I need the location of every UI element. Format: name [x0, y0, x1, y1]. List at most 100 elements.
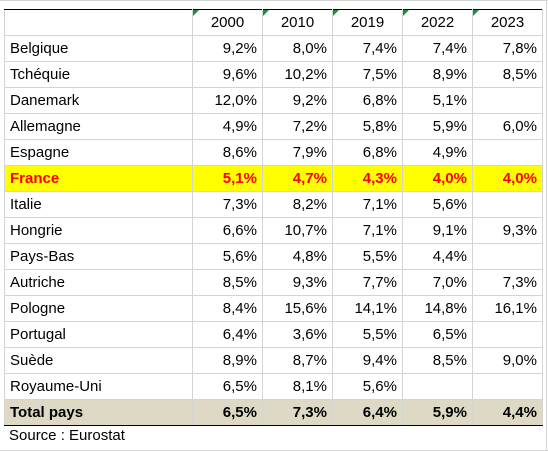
- table-row: Allemagne 4,9% 7,2% 5,8% 5,9% 6,0%: [4, 113, 543, 140]
- row-label-cell[interactable]: Danemark: [4, 87, 193, 114]
- row-label-cell[interactable]: Allemagne: [4, 113, 193, 140]
- row-label-cell[interactable]: Belgique: [4, 35, 193, 62]
- value-cell[interactable]: 7,0%: [402, 269, 473, 296]
- header-cell[interactable]: 2019: [332, 9, 403, 36]
- value-cell[interactable]: 14,8%: [402, 295, 473, 322]
- value-cell[interactable]: 6,4%: [332, 399, 403, 426]
- value-cell[interactable]: 4,4%: [472, 399, 543, 426]
- value-cell[interactable]: 4,4%: [402, 243, 473, 270]
- value-cell[interactable]: 8,0%: [262, 35, 333, 62]
- value-cell[interactable]: 5,1%: [402, 87, 473, 114]
- value-cell[interactable]: 6,5%: [192, 373, 263, 400]
- row-label-cell[interactable]: Suède: [4, 347, 193, 374]
- value-cell[interactable]: [472, 87, 543, 114]
- value-cell[interactable]: 4,9%: [192, 113, 263, 140]
- header-cell[interactable]: 2000: [192, 9, 263, 36]
- table-row: Espagne 8,6% 7,9% 6,8% 4,9%: [4, 139, 543, 166]
- value-cell[interactable]: 8,2%: [262, 191, 333, 218]
- value-cell[interactable]: 7,9%: [262, 139, 333, 166]
- comment-marker-icon: [473, 10, 479, 16]
- value-cell[interactable]: 15,6%: [262, 295, 333, 322]
- value-cell[interactable]: 6,5%: [192, 399, 263, 426]
- value-cell[interactable]: 5,9%: [402, 399, 473, 426]
- row-label-cell[interactable]: Pologne: [4, 295, 193, 322]
- value-cell[interactable]: 9,2%: [262, 87, 333, 114]
- value-cell[interactable]: 7,8%: [472, 35, 543, 62]
- value-cell[interactable]: 5,5%: [332, 243, 403, 270]
- value-cell[interactable]: [472, 373, 543, 400]
- value-cell[interactable]: 16,1%: [472, 295, 543, 322]
- value-cell[interactable]: 7,5%: [332, 61, 403, 88]
- value-cell[interactable]: 7,4%: [332, 35, 403, 62]
- value-cell[interactable]: 5,6%: [332, 373, 403, 400]
- row-label-cell[interactable]: Autriche: [4, 269, 193, 296]
- value-cell[interactable]: 6,0%: [472, 113, 543, 140]
- value-cell[interactable]: 5,9%: [402, 113, 473, 140]
- value-cell[interactable]: 9,6%: [192, 61, 263, 88]
- value-cell[interactable]: 4,0%: [472, 165, 543, 192]
- value-cell[interactable]: 8,9%: [192, 347, 263, 374]
- value-cell[interactable]: 9,4%: [332, 347, 403, 374]
- value-cell[interactable]: [402, 373, 473, 400]
- value-cell[interactable]: 7,2%: [262, 113, 333, 140]
- value-cell[interactable]: 6,4%: [192, 321, 263, 348]
- value-cell[interactable]: 5,6%: [192, 243, 263, 270]
- header-cell[interactable]: 2010: [262, 9, 333, 36]
- value-cell[interactable]: 7,1%: [332, 217, 403, 244]
- value-cell[interactable]: 12,0%: [192, 87, 263, 114]
- row-label-cell[interactable]: Tchéquie: [4, 61, 193, 88]
- row-label-cell[interactable]: Total pays: [4, 399, 193, 426]
- value-cell[interactable]: 4,3%: [332, 165, 403, 192]
- value-cell[interactable]: 4,7%: [262, 165, 333, 192]
- value-cell[interactable]: 9,2%: [192, 35, 263, 62]
- value-cell[interactable]: 6,8%: [332, 139, 403, 166]
- value-cell[interactable]: 7,4%: [402, 35, 473, 62]
- value-cell[interactable]: 3,6%: [262, 321, 333, 348]
- value-cell[interactable]: 9,0%: [472, 347, 543, 374]
- value-cell[interactable]: 8,5%: [192, 269, 263, 296]
- row-label-cell[interactable]: Espagne: [4, 139, 193, 166]
- value-cell[interactable]: 5,8%: [332, 113, 403, 140]
- header-empty-cell[interactable]: [4, 9, 193, 36]
- header-cell[interactable]: 2023: [472, 9, 543, 36]
- row-label-cell[interactable]: Portugal: [4, 321, 193, 348]
- value-cell[interactable]: [472, 243, 543, 270]
- value-cell[interactable]: 7,3%: [472, 269, 543, 296]
- value-cell[interactable]: 8,9%: [402, 61, 473, 88]
- value-cell[interactable]: 8,7%: [262, 347, 333, 374]
- row-label-cell[interactable]: Italie: [4, 191, 193, 218]
- value-cell[interactable]: 7,3%: [262, 399, 333, 426]
- value-cell[interactable]: 4,9%: [402, 139, 473, 166]
- row-label-cell[interactable]: Royaume-Uni: [4, 373, 193, 400]
- value-cell[interactable]: 8,5%: [472, 61, 543, 88]
- value-cell[interactable]: 8,4%: [192, 295, 263, 322]
- header-cell[interactable]: 2022: [402, 9, 473, 36]
- value-cell[interactable]: [472, 139, 543, 166]
- value-cell[interactable]: [472, 321, 543, 348]
- value-cell[interactable]: 5,6%: [402, 191, 473, 218]
- value-cell[interactable]: 8,6%: [192, 139, 263, 166]
- value-cell[interactable]: 7,1%: [332, 191, 403, 218]
- value-cell[interactable]: 9,1%: [402, 217, 473, 244]
- value-cell[interactable]: 4,0%: [402, 165, 473, 192]
- value-cell[interactable]: [472, 191, 543, 218]
- value-cell[interactable]: 6,5%: [402, 321, 473, 348]
- value-cell[interactable]: 9,3%: [472, 217, 543, 244]
- value-cell[interactable]: 6,6%: [192, 217, 263, 244]
- value-cell[interactable]: 7,3%: [192, 191, 263, 218]
- value-cell[interactable]: 7,7%: [332, 269, 403, 296]
- value-cell[interactable]: 9,3%: [262, 269, 333, 296]
- value-cell[interactable]: 4,8%: [262, 243, 333, 270]
- value-cell[interactable]: 10,7%: [262, 217, 333, 244]
- value-cell[interactable]: 8,5%: [402, 347, 473, 374]
- table-row: Pologne 8,4% 15,6% 14,1% 14,8% 16,1%: [4, 295, 543, 322]
- value-cell[interactable]: 8,1%: [262, 373, 333, 400]
- row-label-cell[interactable]: Hongrie: [4, 217, 193, 244]
- row-label-cell[interactable]: France: [4, 165, 193, 192]
- value-cell[interactable]: 14,1%: [332, 295, 403, 322]
- value-cell[interactable]: 5,5%: [332, 321, 403, 348]
- value-cell[interactable]: 10,2%: [262, 61, 333, 88]
- value-cell[interactable]: 6,8%: [332, 87, 403, 114]
- value-cell[interactable]: 5,1%: [192, 165, 263, 192]
- row-label-cell[interactable]: Pays-Bas: [4, 243, 193, 270]
